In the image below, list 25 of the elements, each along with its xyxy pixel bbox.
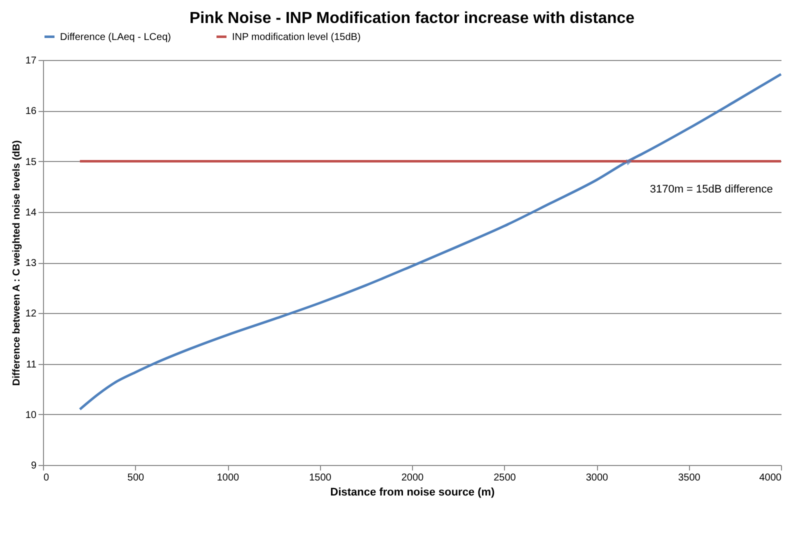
y-tick-label: 16 (25, 106, 37, 118)
annotation: 3170m = 15dB difference (650, 183, 773, 196)
y-tick-label: 13 (25, 258, 37, 269)
x-tick-label: 3500 (678, 472, 701, 484)
legend-label: Difference (LAeq - LCeq) (60, 32, 171, 43)
y-tick-label: 12 (25, 308, 37, 320)
x-tick-label: 2000 (401, 472, 424, 484)
y-tick-label: 11 (26, 359, 37, 370)
y-tick-label: 9 (30, 460, 37, 472)
x-tick-label: 3000 (586, 472, 609, 484)
y-tick-label: 14 (25, 207, 37, 218)
chart-title: Pink Noise - INP Modification factor increase with distance (189, 10, 635, 27)
x-tick-label: 1000 (216, 472, 240, 484)
y-tick-label: 10 (25, 410, 37, 421)
x-tick-label: 0 (44, 472, 50, 484)
y-tick-label: 17 (25, 56, 37, 66)
y-tick-label: 15 (25, 156, 37, 168)
x-axis-title: Distance from noise source (m) (330, 486, 496, 498)
x-tick-label: 500 (127, 472, 145, 484)
x-tick-label: 1500 (309, 472, 332, 484)
legend-label: INP modification level (15dB) (232, 32, 361, 43)
line-series (78, 72, 782, 411)
x-tick-label: 4000 (759, 472, 782, 484)
y-axis-title: Difference between A : C weighted noise levels (dB) (11, 140, 22, 386)
x-tick-label: 2500 (494, 472, 516, 484)
